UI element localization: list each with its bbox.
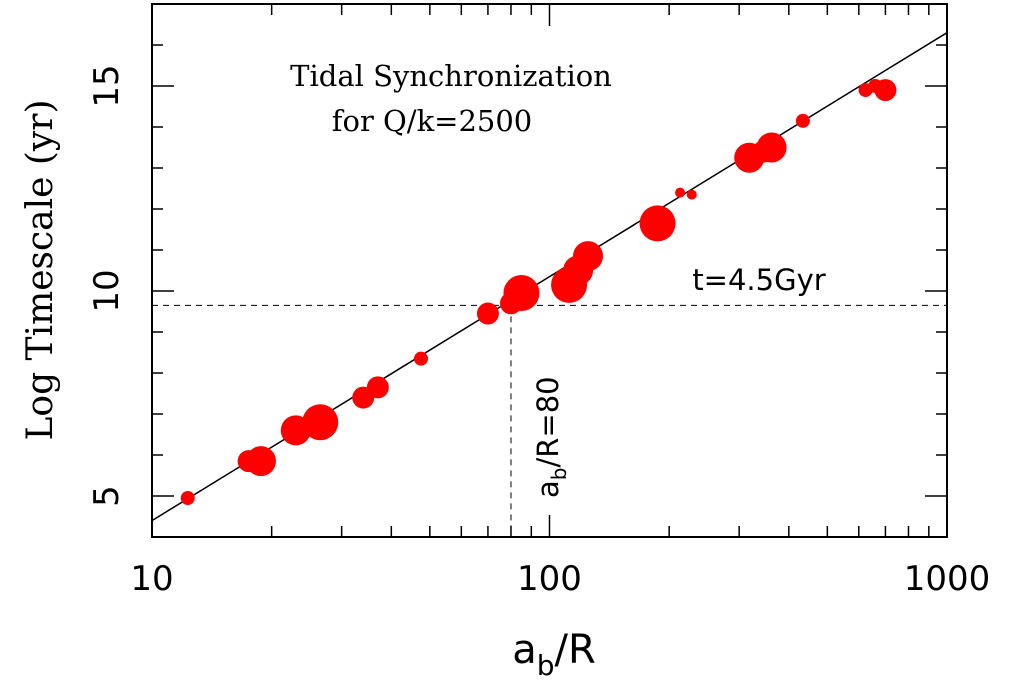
axis-ticks <box>151 3 948 538</box>
data-points <box>180 79 897 506</box>
y-axis-label: Log Timescale (yr) <box>20 99 61 440</box>
vline-label-rest: /R=80 <box>531 376 565 467</box>
reference-lines <box>152 304 947 537</box>
data-point <box>756 132 787 163</box>
vline-label: ab/R=80 <box>531 376 571 498</box>
hline-label: t=4.5Gyr <box>692 263 825 297</box>
chart-title-line-2: for Q/k=2500 <box>332 104 533 138</box>
x-tick-label: 10 <box>130 559 173 599</box>
x-tick-label: 100 <box>517 559 582 599</box>
x-axis-label-a: a <box>512 627 537 673</box>
data-point <box>245 446 276 477</box>
data-point <box>476 302 499 325</box>
x-tick-label: 1000 <box>904 559 991 599</box>
data-point <box>686 189 697 200</box>
x-axis-label-sub: b <box>537 649 555 682</box>
data-point <box>795 113 810 128</box>
data-point <box>413 351 428 366</box>
vline-label-sub: b <box>547 468 571 481</box>
vline-label-a: a <box>531 480 565 498</box>
data-point <box>874 79 897 102</box>
data-point <box>180 491 195 506</box>
data-point <box>503 275 540 312</box>
y-tick-label: 5 <box>87 485 127 507</box>
x-axis-label-rest: /R <box>555 627 596 673</box>
x-axis-label: ab/R <box>512 627 596 682</box>
data-point <box>573 241 604 272</box>
chart-title-line-1: Tidal Synchronization <box>290 59 612 93</box>
data-point <box>675 187 686 198</box>
y-tick-label: 10 <box>87 269 127 312</box>
data-point <box>639 205 676 242</box>
data-point <box>302 404 339 441</box>
y-tick-label: 15 <box>87 64 127 107</box>
data-point <box>366 376 389 399</box>
tick-labels: 10 100 1000 5 10 15 <box>87 64 990 599</box>
